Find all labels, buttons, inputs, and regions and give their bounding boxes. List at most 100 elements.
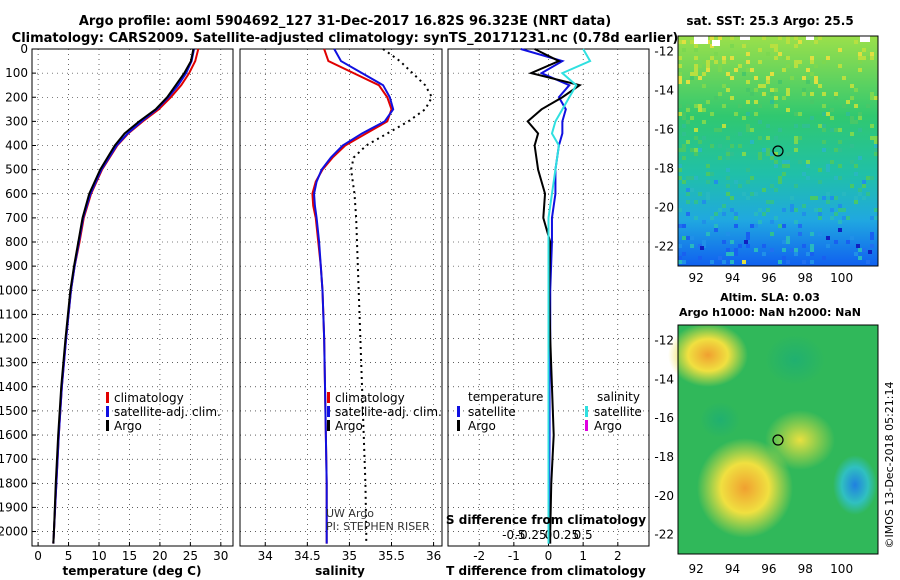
sst-pixel — [694, 56, 698, 60]
sst-pixel — [778, 224, 782, 228]
sst-pixel — [782, 240, 786, 244]
sst-pixel — [794, 36, 798, 40]
sst-pixel — [770, 44, 774, 48]
depth-tick-label: 800 — [5, 235, 28, 249]
sst-pixel — [834, 176, 838, 180]
difference-xlabel: T difference from climatology — [446, 564, 646, 578]
sst-pixel — [782, 160, 786, 164]
sst-pixel — [822, 140, 826, 144]
sst-pixel — [786, 40, 790, 44]
sst-pixel — [678, 168, 682, 172]
sst-pixel — [730, 240, 734, 244]
sst-pixel — [774, 216, 778, 220]
sst-pixel — [830, 160, 834, 164]
depth-tick-label: 1900 — [0, 500, 28, 514]
sst-pixel — [858, 192, 862, 196]
sst-pixel — [682, 112, 686, 116]
sst-pixel — [734, 112, 738, 116]
sst-pixel — [842, 76, 846, 80]
sst-pixel — [682, 48, 686, 52]
sst-pixel — [822, 60, 826, 64]
sst-pixel-dark — [826, 236, 830, 240]
sst-pixel — [858, 56, 862, 60]
sla-argo-marker — [772, 434, 784, 446]
sla-low-se — [833, 455, 877, 515]
sst-pixel — [786, 108, 790, 112]
sst-pixel — [698, 140, 702, 144]
sst-pixel — [862, 184, 866, 188]
sst-pixel — [730, 196, 734, 200]
sst-pixel — [866, 104, 870, 108]
sst-pixel — [794, 140, 798, 144]
sst-pixel — [698, 108, 702, 112]
sst-pixel — [874, 96, 878, 100]
sst-pixel — [810, 72, 814, 76]
sst-pixel — [738, 64, 742, 68]
sst-pixel — [686, 176, 690, 180]
sst-pixel — [806, 160, 810, 164]
legend-s-argo: Argo — [594, 419, 622, 433]
sst-pixel — [706, 64, 710, 68]
sst-pixel — [718, 36, 722, 40]
legend-swatch-argo — [327, 420, 330, 431]
sst-pixel — [710, 172, 714, 176]
sst-pixel — [738, 104, 742, 108]
sst-pixel — [838, 128, 842, 132]
sst-pixel — [770, 100, 774, 104]
sst-pixel — [786, 36, 790, 40]
x-tick-label: 0 — [34, 549, 42, 563]
sst-pixel — [850, 96, 854, 100]
sst-pixel — [770, 152, 774, 156]
sst-pixel — [810, 260, 814, 264]
header-line1: Argo profile: aoml 5904692_127 31-Dec-20… — [79, 14, 611, 29]
salinity-panel — [239, 48, 443, 547]
sst-pixel — [774, 88, 778, 92]
sst-pixel — [682, 252, 686, 256]
salinity-legend: climatology satellite-adj. clim. Argo UW… — [326, 391, 442, 533]
sst-pixel — [718, 64, 722, 68]
sst-pixel — [826, 200, 830, 204]
sst-pixel — [822, 92, 826, 96]
sst-pixel — [686, 120, 690, 124]
sst-pixel — [818, 212, 822, 216]
sst-pixel — [870, 136, 874, 140]
sst-pixel — [710, 56, 714, 60]
sst-pixel — [778, 36, 782, 40]
sst-pixel — [858, 256, 862, 260]
depth-tick-label: 1100 — [0, 307, 28, 321]
sst-pixel — [682, 260, 686, 264]
sst-pixel — [850, 132, 854, 136]
sst-pixel — [834, 148, 838, 152]
legend-satellite: satellite-adj. clim. — [114, 405, 221, 419]
sst-pixel — [714, 52, 718, 56]
sst-pixel-dark — [868, 250, 872, 254]
sst-pixel — [858, 116, 862, 120]
sst-pixel — [810, 244, 814, 248]
sst-pixel — [722, 124, 726, 128]
sst-pixel — [770, 88, 774, 92]
sst-pixel — [826, 112, 830, 116]
sst-pixel — [690, 40, 694, 44]
sst-pixel — [722, 104, 726, 108]
sst-pixel — [794, 144, 798, 148]
sst-pixel — [718, 144, 722, 148]
sst-pixel — [698, 76, 702, 80]
sst-pixel — [750, 92, 754, 96]
sst-pixel — [746, 232, 750, 236]
map-x-tick-label: 100 — [830, 271, 853, 285]
sst-pixel — [694, 48, 698, 52]
sst-pixel — [746, 60, 750, 64]
sst-pixel-layer — [678, 36, 878, 264]
sst-pixel — [842, 208, 846, 212]
temperature-legend: climatology satellite-adj. clim. Argo — [106, 391, 221, 433]
sst-pixel — [686, 104, 690, 108]
sst-pixel — [870, 96, 874, 100]
sst-pixel — [738, 132, 742, 136]
map-y-tick-label: -12 — [654, 334, 674, 348]
sst-pixel — [698, 192, 702, 196]
sst-pixel — [866, 260, 870, 264]
sst-pixel — [690, 148, 694, 152]
sst-pixel — [694, 176, 698, 180]
sst-pixel — [702, 72, 706, 76]
